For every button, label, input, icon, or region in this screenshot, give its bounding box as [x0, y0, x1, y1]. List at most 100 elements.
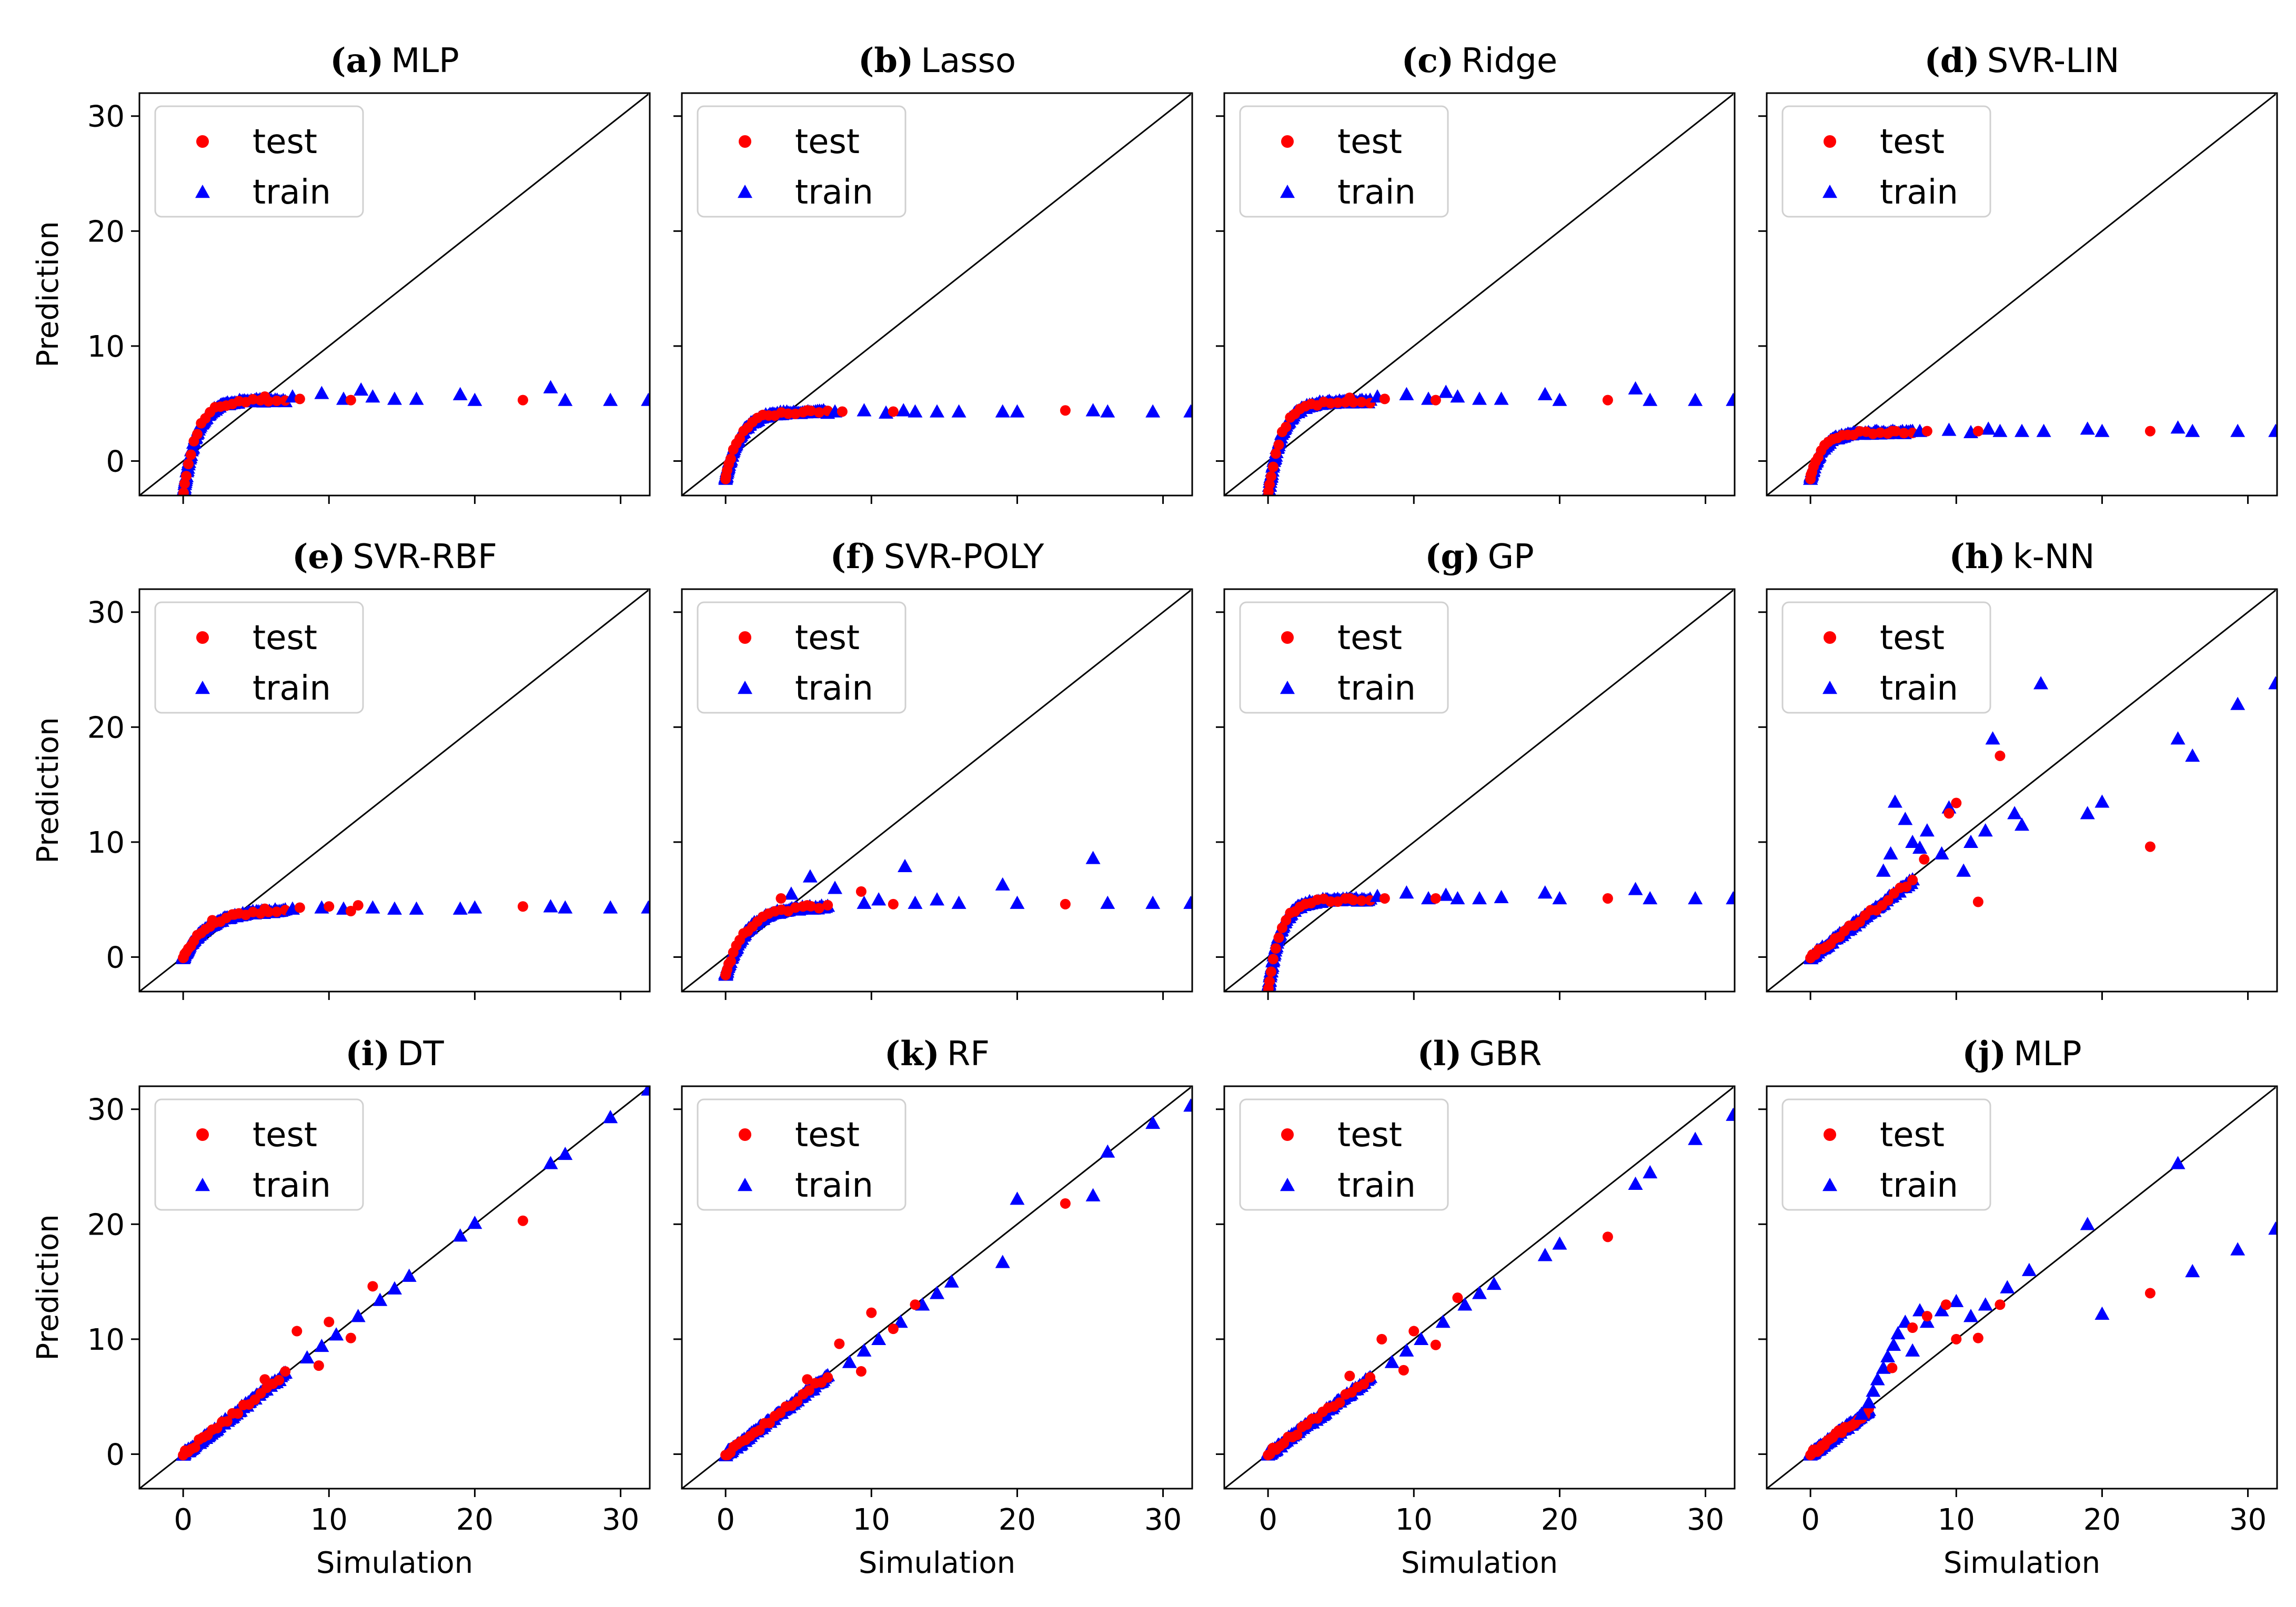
- test-point: [189, 1442, 200, 1453]
- y-tick-label: 30: [87, 1093, 125, 1127]
- legend-train-label: train: [253, 173, 331, 212]
- subplot-2: (b) Lasso test train: [673, 41, 1193, 504]
- train-point: [995, 877, 1010, 891]
- train-point: [1100, 895, 1115, 909]
- legend-test-marker: [196, 135, 209, 148]
- test-point: [1267, 954, 1278, 965]
- train-point: [1100, 1144, 1115, 1158]
- panel-title: (j) MLP: [1962, 1034, 2081, 1074]
- axes-frame: [1766, 1085, 2278, 1490]
- train-point: [2094, 423, 2110, 437]
- test-point: [776, 893, 787, 904]
- train-point: [387, 901, 402, 915]
- y-axis-label: Prediction: [31, 221, 65, 367]
- test-point: [1332, 397, 1343, 408]
- test-point: [1951, 797, 1962, 808]
- train-point: [1145, 1115, 1161, 1129]
- x-tick-label: 30: [602, 1503, 639, 1537]
- legend-box: [154, 601, 364, 714]
- test-point: [1060, 405, 1071, 416]
- train-point: [641, 392, 650, 406]
- test-point: [1972, 1332, 1983, 1343]
- train-point: [2036, 423, 2051, 437]
- train-point: [1438, 887, 1454, 901]
- legend: test train: [1239, 105, 1449, 218]
- test-point: [1376, 1333, 1387, 1345]
- train-point: [1887, 794, 1902, 808]
- train-point: [1438, 385, 1454, 398]
- subplot-11: (l) GBR 0 10 20 30 Simulation test train: [1216, 1034, 1736, 1580]
- subplot-6: (f) SVR-POLY test train: [673, 537, 1193, 1000]
- axes-frame: [681, 1085, 1193, 1490]
- test-point: [207, 915, 218, 926]
- test-point: [1344, 893, 1355, 904]
- train-point: [603, 392, 618, 406]
- train-point: [1010, 1191, 1025, 1205]
- legend-train-marker: [1280, 185, 1295, 198]
- test-point: [1995, 1299, 2006, 1310]
- train-point: [2268, 1221, 2277, 1235]
- x-tick-label: 30: [1687, 1503, 1724, 1537]
- x-tick-label: 10: [1395, 1503, 1433, 1537]
- test-point: [1972, 896, 1983, 907]
- train-point: [2185, 748, 2200, 762]
- test-point: [1264, 479, 1275, 490]
- y-tick-label: 0: [106, 444, 125, 479]
- test-point: [1365, 1372, 1376, 1383]
- train-point: [1643, 1165, 1658, 1179]
- panel-tag: (f): [830, 537, 877, 577]
- x-tick-label: 10: [853, 1503, 890, 1537]
- test-point: [802, 1374, 813, 1385]
- train-point: [452, 1228, 468, 1242]
- panel-tag: (a): [330, 41, 384, 80]
- train-point: [1414, 1331, 1429, 1346]
- train-point: [543, 899, 558, 913]
- legend-test-marker: [739, 1128, 751, 1141]
- test-point: [517, 1215, 528, 1226]
- panel-tag: (d): [1924, 41, 1979, 80]
- legend-box: [1781, 601, 1991, 714]
- train-point: [558, 392, 573, 406]
- train-point: [314, 1338, 329, 1352]
- train-point: [857, 895, 872, 909]
- test-point: [1919, 854, 1930, 865]
- test-point: [517, 901, 528, 912]
- legend-box: [154, 105, 364, 218]
- x-tick-label: 20: [999, 1503, 1036, 1537]
- train-point: [452, 901, 468, 915]
- legend-test-marker: [1281, 135, 1294, 148]
- legend-train-marker: [738, 1178, 752, 1191]
- train-point: [350, 1309, 366, 1322]
- test-point: [233, 1408, 244, 1419]
- test-point: [1344, 1370, 1355, 1381]
- test-point: [180, 471, 192, 482]
- plot-area: [139, 590, 650, 992]
- train-point: [2021, 1262, 2037, 1276]
- train-point: [1450, 891, 1465, 905]
- train-point: [1450, 389, 1465, 403]
- train-point: [1688, 891, 1703, 905]
- train-point: [2230, 423, 2245, 437]
- legend: test train: [1781, 105, 1991, 218]
- legend-train-label: train: [253, 1166, 331, 1205]
- x-tick-label: 20: [2083, 1503, 2121, 1537]
- test-point: [229, 909, 240, 920]
- test-point: [2144, 841, 2156, 852]
- test-point: [888, 406, 899, 417]
- test-point: [725, 956, 736, 967]
- subplot-1: (a) MLP 0 10 20 30 Prediction test train: [31, 41, 651, 504]
- panel-name: k-NN: [2013, 538, 2095, 577]
- y-tick-label: 30: [87, 100, 125, 134]
- test-point: [313, 1360, 324, 1371]
- axes-frame: [1223, 588, 1736, 993]
- test-point: [1430, 395, 1441, 406]
- train-point: [1688, 1131, 1703, 1145]
- train-point: [1183, 404, 1192, 418]
- test-point: [1358, 1379, 1369, 1390]
- train-point: [1861, 1395, 1876, 1409]
- train-point: [1010, 404, 1025, 418]
- legend-train-marker: [1822, 1178, 1837, 1191]
- test-point: [1344, 392, 1355, 403]
- test-point: [910, 1299, 921, 1310]
